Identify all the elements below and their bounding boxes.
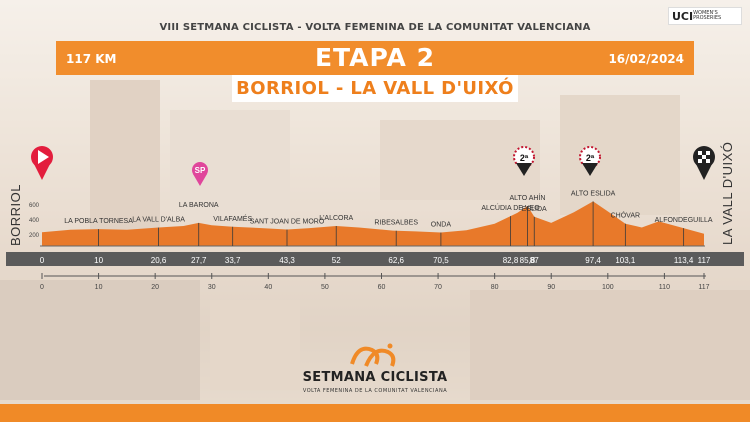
timeline-distance-label: 10 [94, 256, 103, 265]
place-label: L'ALCORA [319, 215, 353, 222]
place-label: ESLIDA [522, 206, 547, 213]
scale-label: 20 [151, 284, 159, 291]
stage-title: ETAPA 2 [314, 43, 435, 72]
timeline-distance-label: 97,4 [585, 256, 601, 265]
kom-marker-icon: 2ª [513, 146, 535, 176]
stage-date: 16/02/2024 [608, 52, 684, 66]
timeline-distance-label: 33,7 [225, 256, 241, 265]
timeline-distance-label: 70,5 [433, 256, 449, 265]
start-flag-icon [31, 146, 53, 180]
timeline-distance-label: 85,8 [520, 256, 536, 265]
place-label: LA BARONA [179, 202, 219, 209]
place-label: LA VALL D'ALBA [132, 217, 185, 224]
altitude-tick: 200 [29, 233, 40, 239]
scale-label: 110 [659, 284, 670, 291]
logo-subtitle: VOLTA FEMENINA DE LA COMUNITAT VALENCIAN… [302, 388, 448, 394]
kom-marker-icon: 2ª [579, 146, 601, 176]
place-label: RIBESALBES [374, 220, 418, 227]
start-name: BORRIOL [8, 184, 23, 246]
stage-distance: 117 KM [66, 52, 117, 66]
scale-label: 80 [491, 284, 499, 291]
finish-name: LA VALL D'UIXÓ [720, 142, 735, 245]
uci-logo-subtext: WOMEN'S PROSERIES [693, 10, 722, 21]
logo-mark-icon [350, 343, 396, 367]
timeline-distance-label: 52 [332, 256, 341, 265]
timeline-distance-label: 117 [698, 256, 711, 265]
scale-labels: 0 10 20 30 40 50 60 70 80 90 100 110 117 [40, 273, 710, 291]
scale-label: 50 [321, 284, 329, 291]
km-markers [98, 201, 685, 246]
scale-label: 30 [208, 284, 216, 291]
uci-logo-text: UCI [672, 9, 694, 23]
footer-bar [0, 404, 750, 422]
scale-label: 10 [95, 284, 103, 291]
route-box: BORRIOL - LA VALL D'UIXÓ [232, 75, 518, 102]
place-label: VILAFAMÉS [213, 214, 252, 223]
timeline-distance-label: 87 [530, 256, 539, 265]
timeline-labels: 0 10 20,6 27,7 33,7 43,3 52 62,6 70,5 82,8 85,887 9… [40, 256, 711, 265]
scale-label: 0 [40, 284, 44, 291]
place-label: ONDA [431, 222, 452, 229]
stage-band: 117 KM ETAPA 2 16/02/2024 [56, 41, 694, 75]
uci-logo: UCI WOMEN'S PROSERIES [668, 7, 742, 25]
logo-name: SETMANA CICLISTA [302, 370, 448, 385]
place-label: ALTO AHÍN [510, 193, 546, 202]
timeline-distance-label: 20,6 [151, 256, 167, 265]
kom-badge-1: 2ª [520, 153, 529, 163]
timeline-distance-label: 0 [40, 256, 45, 265]
sprint-badge: SP [195, 166, 206, 175]
timeline-distance-label: 82,8 [503, 256, 519, 265]
timeline-distance-label: 103,1 [615, 256, 636, 265]
scale-label: 90 [547, 284, 555, 291]
altitude-tick: 400 [29, 218, 40, 224]
route-title: BORRIOL - LA VALL D'UIXÓ [236, 78, 514, 99]
altitude-tick: 600 [29, 203, 40, 209]
place-label: ALTO ESLIDA [571, 190, 616, 197]
setmana-ciclista-logo: SETMANA CICLISTA VOLTA FEMENINA DE LA CO… [300, 340, 450, 402]
sprint-marker-icon: SP [192, 162, 208, 186]
profile-area [42, 201, 704, 246]
place-label: ALCÚDIA DE VEO [481, 203, 540, 212]
scale-label: 70 [434, 284, 442, 291]
timeline-distance-label: 62,6 [388, 256, 404, 265]
place-label: LA POBLA TORNESA [64, 218, 133, 225]
place-label: SANT JOAN DE MORÓ [250, 216, 325, 225]
place-labels: LA POBLA TORNESA LA VALL D'ALBA LA BARONA V… [64, 190, 713, 228]
scale-label: 40 [264, 284, 272, 291]
place-label: CHÓVAR [611, 211, 640, 220]
scale-label: 60 [378, 284, 386, 291]
finish-flag-icon [693, 146, 715, 180]
kom-badge-2: 2ª [586, 153, 595, 163]
timeline-distance-label: 113,4 [674, 256, 694, 265]
timeline-bar [6, 252, 744, 266]
timeline-distance-label: 27,7 [191, 256, 207, 265]
scale-label: 117 [698, 284, 709, 291]
event-title: VIII SETMANA CICLISTA - VOLTA FEMENINA D… [159, 22, 591, 33]
scale-label: 100 [602, 284, 614, 291]
timeline-distance-label: 43,3 [279, 256, 295, 265]
place-label: ALFONDEGUILLA [655, 217, 713, 224]
